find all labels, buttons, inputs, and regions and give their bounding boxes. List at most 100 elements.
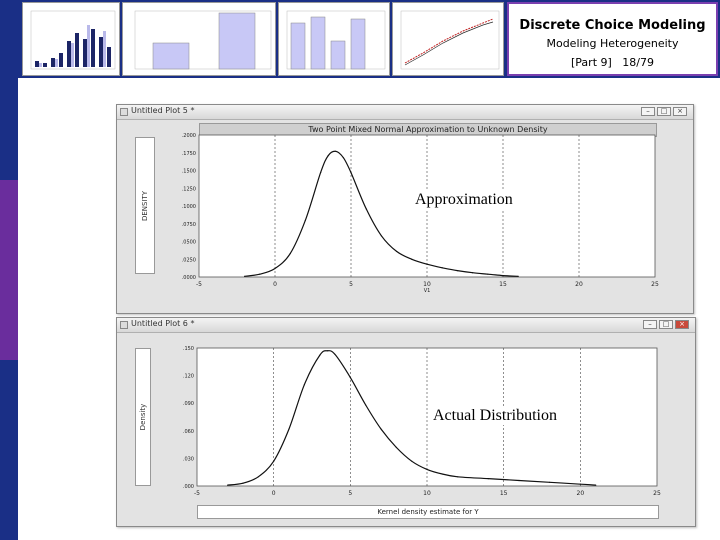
window-title: Untitled Plot 6 *: [131, 319, 195, 328]
window-title: Untitled Plot 5 *: [131, 106, 195, 115]
x-axis-label: V1: [424, 288, 431, 294]
y-tick-label: .030: [183, 456, 194, 462]
data-point: [274, 267, 276, 270]
thumbnail-bar-chart-1: [22, 2, 120, 76]
y-axis-label-panel: Density: [135, 348, 151, 486]
window-titlebar[interactable]: Untitled Plot 5 * – □ ×: [117, 105, 693, 120]
data-point: [244, 275, 246, 277]
thumbnail-bar-chart-1-graphic: [30, 10, 116, 70]
data-point: [426, 263, 428, 265]
x-tick-label: 5: [349, 281, 353, 288]
plot-window-top: Untitled Plot 5 * – □ × DENSITY Two Poin…: [116, 104, 694, 314]
data-point: [517, 275, 519, 277]
thumbnail-line-chart-graphic: [400, 10, 500, 70]
slide-part-line: [Part 9] 18/79: [509, 56, 716, 69]
data-point: [395, 446, 397, 448]
density-curve: [227, 350, 596, 486]
x-tick-label: 10: [423, 490, 431, 497]
data-point: [304, 219, 306, 221]
window-app-icon: [120, 108, 128, 116]
slide-title: Discrete Choice Modeling: [519, 18, 706, 33]
data-point: [595, 484, 597, 486]
y-tick-label: .120: [183, 374, 194, 380]
data-point: [303, 384, 305, 386]
data-point: [487, 478, 489, 480]
data-point: [457, 476, 459, 478]
data-point: [456, 270, 458, 272]
data-point: [518, 479, 520, 482]
y-tick-label: .0750: [182, 222, 196, 228]
thumbnail-line-chart: [392, 2, 504, 76]
data-point: [326, 350, 328, 352]
x-tick-label: 0: [273, 281, 277, 288]
slide-title-box: Discrete Choice Modeling Modeling Hetero…: [507, 2, 718, 76]
approximation-label: Approximation: [413, 191, 515, 209]
x-tick-label: 15: [499, 281, 507, 288]
slide-subtitle: Modeling Heterogeneity: [546, 37, 679, 50]
slide-part: [Part 9]: [571, 56, 612, 69]
data-point: [273, 460, 275, 462]
x-tick-label: 5: [348, 490, 352, 497]
close-button[interactable]: ×: [673, 107, 687, 116]
x-axis-label: Kernel density estimate for Y: [197, 505, 659, 519]
maximize-button[interactable]: □: [657, 107, 671, 116]
y-tick-label: .1500: [182, 169, 196, 175]
thumbnail-bar-chart-2: [122, 2, 276, 76]
y-tick-label: .0250: [182, 257, 196, 263]
thumbnail-bar-chart-3-graphic: [286, 10, 386, 70]
slide-page-number: 18/79: [622, 56, 654, 69]
data-point: [342, 157, 344, 159]
data-point: [411, 258, 413, 260]
data-point: [334, 353, 336, 356]
data-point: [502, 274, 504, 277]
plot-window-bottom: Untitled Plot 6 * – □ × Density Kernel d…: [116, 317, 696, 527]
data-point: [349, 376, 351, 379]
x-tick-label: 20: [577, 490, 585, 497]
y-tick-label: .1750: [182, 151, 196, 157]
data-point: [487, 273, 489, 275]
actual-distribution-label: Actual Distribution: [431, 407, 559, 425]
x-tick-label: 25: [651, 281, 659, 288]
y-tick-label: .060: [183, 429, 194, 435]
y-tick-label: .0500: [182, 240, 196, 246]
data-point: [350, 172, 352, 174]
data-point: [472, 272, 474, 274]
y-tick-label: .1250: [182, 186, 196, 192]
left-bar-purple: [0, 180, 18, 360]
y-tick-label: .2000: [182, 133, 196, 139]
data-point: [288, 428, 290, 430]
density-chart-top: -5 0 5 10 15 20 25 .0000 .0250 .0500 .0750 .1000 .12…: [182, 133, 659, 294]
data-point: [259, 273, 261, 275]
close-button[interactable]: ×: [675, 320, 689, 329]
y-tick-label: .150: [183, 346, 194, 352]
thumbnail-bar-chart-3: [278, 2, 390, 76]
data-point: [319, 354, 321, 356]
data-point: [320, 172, 322, 174]
y-tick-label: .000: [183, 484, 194, 490]
minimize-button[interactable]: –: [643, 320, 657, 329]
left-bar-navy-top: [0, 0, 18, 180]
data-point: [411, 460, 413, 462]
window-titlebar[interactable]: Untitled Plot 6 * – □ ×: [117, 318, 695, 333]
data-point: [380, 428, 382, 430]
maximize-button[interactable]: □: [659, 320, 673, 329]
data-point: [257, 476, 259, 478]
data-point: [335, 150, 337, 152]
x-tick-label: 10: [423, 281, 431, 288]
data-point: [426, 468, 428, 471]
y-tick-label: .090: [183, 401, 194, 407]
x-tick-label: 0: [272, 490, 276, 497]
x-tick-label: -5: [194, 490, 200, 497]
data-point: [242, 482, 244, 484]
data-point: [549, 481, 551, 483]
data-point: [289, 252, 291, 255]
minimize-button[interactable]: –: [641, 107, 655, 116]
data-point: [365, 404, 367, 406]
data-point: [365, 208, 367, 210]
data-point: [441, 473, 443, 475]
window-app-icon: [120, 321, 128, 329]
data-point: [579, 483, 581, 485]
x-tick-label: -5: [196, 281, 202, 288]
left-bar-navy-bottom: [0, 360, 18, 540]
x-tick-label: 15: [500, 490, 508, 497]
